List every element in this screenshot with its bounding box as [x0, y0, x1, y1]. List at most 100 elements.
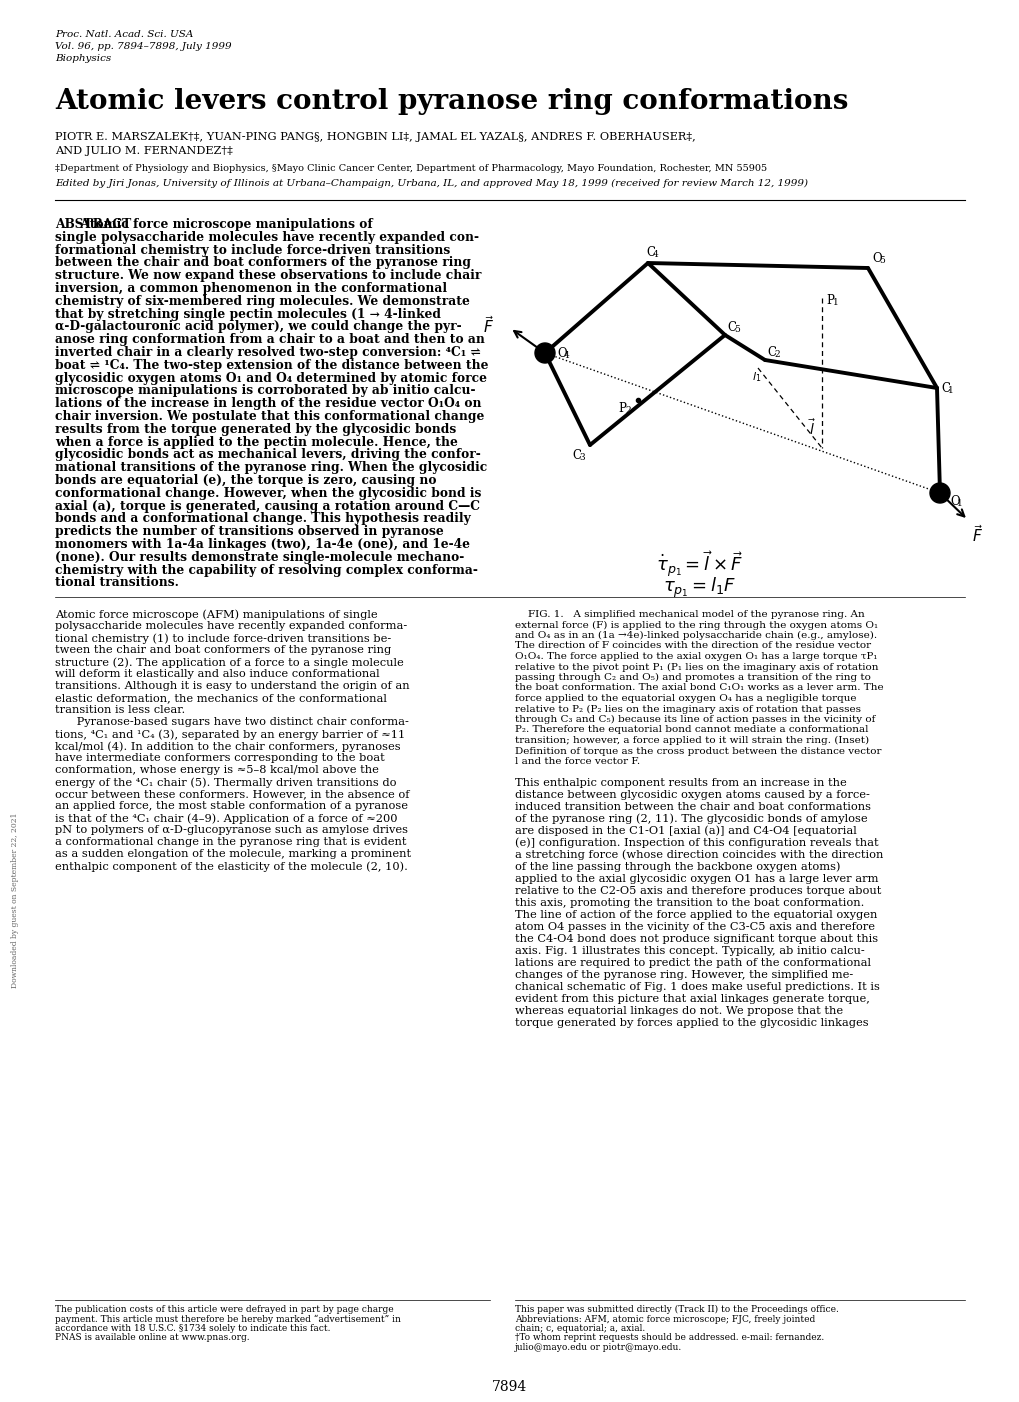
Text: and O₄ as in an (1a →4e)-linked polysaccharide chain (e.g., amylose).: and O₄ as in an (1a →4e)-linked polysacc… [515, 631, 876, 641]
Text: inversion, a common phenomenon in the conformational: inversion, a common phenomenon in the co… [55, 282, 446, 294]
Text: $l_1$: $l_1$ [751, 370, 760, 384]
Text: Atomic force microscope (AFM) manipulations of single: Atomic force microscope (AFM) manipulati… [55, 610, 377, 620]
Text: FIG. 1.   A simplified mechanical model of the pyranose ring. An: FIG. 1. A simplified mechanical model of… [515, 610, 864, 620]
Text: accordance with 18 U.S.C. §1734 solely to indicate this fact.: accordance with 18 U.S.C. §1734 solely t… [55, 1323, 330, 1333]
Text: ABSTRACT: ABSTRACT [55, 217, 131, 231]
Text: Atomic force microscope manipulations of: Atomic force microscope manipulations of [55, 217, 372, 231]
Text: 1: 1 [947, 386, 953, 395]
Text: $\vec{F}$: $\vec{F}$ [483, 315, 493, 336]
Text: the boat conformation. The axial bond C₁O₁ works as a lever arm. The: the boat conformation. The axial bond C₁… [515, 684, 882, 693]
Text: energy of the ⁴C₁ chair (5). Thermally driven transitions do: energy of the ⁴C₁ chair (5). Thermally d… [55, 777, 396, 788]
Text: this axis, promoting the transition to the boat conformation.: this axis, promoting the transition to t… [515, 897, 863, 907]
Text: Proc. Natl. Acad. Sci. USA: Proc. Natl. Acad. Sci. USA [55, 29, 194, 39]
Text: anose ring conformation from a chair to a boat and then to an: anose ring conformation from a chair to … [55, 334, 484, 346]
Text: will deform it elastically and also induce conformational: will deform it elastically and also indu… [55, 669, 379, 679]
Text: O₁O₄. The force applied to the axial oxygen O₁ has a large torque τP₁: O₁O₄. The force applied to the axial oxy… [515, 652, 876, 660]
Text: The direction of F coincides with the direction of the residue vector: The direction of F coincides with the di… [515, 642, 870, 651]
Text: boat ⇌ ¹C₄. The two-step extension of the distance between the: boat ⇌ ¹C₄. The two-step extension of th… [55, 359, 488, 372]
Text: C: C [766, 346, 775, 359]
Text: lations are required to predict the path of the conformational: lations are required to predict the path… [515, 958, 870, 967]
Text: O: O [871, 252, 880, 265]
Text: relative to the C2-O5 axis and therefore produces torque about: relative to the C2-O5 axis and therefore… [515, 886, 880, 896]
Text: the C4-O4 bond does not produce significant torque about this: the C4-O4 bond does not produce signific… [515, 934, 877, 944]
Text: O: O [949, 495, 959, 508]
Text: Definition of torque as the cross product between the distance vector: Definition of torque as the cross produc… [515, 746, 880, 756]
Text: This paper was submitted directly (Track II) to the Proceedings office.: This paper was submitted directly (Track… [515, 1305, 838, 1314]
Text: PNAS is available online at www.pnas.org.: PNAS is available online at www.pnas.org… [55, 1333, 250, 1343]
Text: 1: 1 [833, 299, 838, 307]
Text: ‡Department of Physiology and Biophysics, §Mayo Clinic Cancer Center, Department: ‡Department of Physiology and Biophysics… [55, 164, 766, 172]
Text: (e)] configuration. Inspection of this configuration reveals that: (e)] configuration. Inspection of this c… [515, 837, 877, 848]
Text: lations of the increase in length of the residue vector O₁O₄ on: lations of the increase in length of the… [55, 397, 481, 411]
Text: Atomic levers control pyranose ring conformations: Atomic levers control pyranose ring conf… [55, 88, 848, 115]
Text: have intermediate conformers corresponding to the boat: have intermediate conformers correspondi… [55, 753, 384, 763]
Text: applied to the axial glycosidic oxygen O1 has a large lever arm: applied to the axial glycosidic oxygen O… [515, 873, 877, 883]
Text: bonds are equatorial (e), the torque is zero, causing no: bonds are equatorial (e), the torque is … [55, 474, 436, 486]
Text: structure. We now expand these observations to include chair: structure. We now expand these observati… [55, 269, 481, 282]
Text: external force (F) is applied to the ring through the oxygen atoms O₁: external force (F) is applied to the rin… [515, 621, 877, 629]
Text: 7894: 7894 [492, 1380, 527, 1394]
Text: $\vec{F}$: $\vec{F}$ [971, 524, 982, 545]
Text: occur between these conformers. However, in the absence of: occur between these conformers. However,… [55, 789, 409, 799]
Text: Biophysics: Biophysics [55, 55, 111, 63]
Text: induced transition between the chair and boat conformations: induced transition between the chair and… [515, 802, 870, 812]
Text: distance between glycosidic oxygen atoms caused by a force-: distance between glycosidic oxygen atoms… [515, 789, 869, 799]
Text: chanical schematic of Fig. 1 does make useful predictions. It is: chanical schematic of Fig. 1 does make u… [515, 981, 879, 991]
Text: Pyranose-based sugars have two distinct chair conforma-: Pyranose-based sugars have two distinct … [55, 718, 409, 728]
Text: C: C [727, 321, 736, 334]
Text: This enthalpic component results from an increase in the: This enthalpic component results from an… [515, 778, 846, 788]
Text: payment. This article must therefore be hereby marked “advertisement” in: payment. This article must therefore be … [55, 1315, 400, 1323]
Text: enthalpic component of the elasticity of the molecule (2, 10).: enthalpic component of the elasticity of… [55, 861, 408, 872]
Text: The line of action of the force applied to the equatorial oxygen: The line of action of the force applied … [515, 910, 876, 920]
Text: l and the force vector F.: l and the force vector F. [515, 757, 640, 765]
Text: 2: 2 [625, 407, 630, 415]
Text: PIOTR E. MARSZALEK†‡, YUAN-PING PANG§, HONGBIN LI‡, JAMAL EL YAZAL§, ANDRES F. O: PIOTR E. MARSZALEK†‡, YUAN-PING PANG§, H… [55, 132, 695, 142]
Text: P₂. Therefore the equatorial bond cannot mediate a conformational: P₂. Therefore the equatorial bond cannot… [515, 725, 867, 735]
Text: †To whom reprint requests should be addressed. e-mail: fernandez.: †To whom reprint requests should be addr… [515, 1333, 823, 1343]
Text: monomers with 1a-4a linkages (two), 1a-4e (one), and 1e-4e: monomers with 1a-4a linkages (two), 1a-4… [55, 538, 470, 551]
Text: 2: 2 [773, 350, 779, 359]
Text: pN to polymers of α-D-glucopyranose such as amylose drives: pN to polymers of α-D-glucopyranose such… [55, 826, 408, 836]
Text: α-D-galactouronic acid polymer), we could change the pyr-: α-D-galactouronic acid polymer), we coul… [55, 321, 462, 334]
Text: changes of the pyranose ring. However, the simplified me-: changes of the pyranose ring. However, t… [515, 970, 853, 980]
Circle shape [929, 484, 949, 503]
Text: chemistry with the capability of resolving complex conforma-: chemistry with the capability of resolvi… [55, 564, 478, 576]
Text: P: P [825, 294, 834, 307]
Text: P: P [618, 402, 626, 415]
Text: bonds and a conformational change. This hypothesis readily: bonds and a conformational change. This … [55, 512, 471, 526]
Text: 4: 4 [564, 350, 570, 360]
Text: 5: 5 [878, 257, 884, 265]
Text: kcal/mol (4). In addition to the chair conformers, pyranoses: kcal/mol (4). In addition to the chair c… [55, 742, 400, 751]
Text: passing through C₂ and O₅) and promotes a transition of the ring to: passing through C₂ and O₅) and promotes … [515, 673, 870, 683]
Text: AND JULIO M. FERNANDEZ†‡: AND JULIO M. FERNANDEZ†‡ [55, 146, 232, 156]
Text: tions, ⁴C₁ and ¹C₄ (3), separated by an energy barrier of ≈11: tions, ⁴C₁ and ¹C₄ (3), separated by an … [55, 729, 405, 740]
Text: of the pyranose ring (2, 11). The glycosidic bonds of amylose: of the pyranose ring (2, 11). The glycos… [515, 813, 867, 824]
Text: whereas equatorial linkages do not. We propose that the: whereas equatorial linkages do not. We p… [515, 1005, 843, 1015]
Text: transition is less clear.: transition is less clear. [55, 705, 185, 715]
Text: elastic deformation, the mechanics of the conformational: elastic deformation, the mechanics of th… [55, 693, 386, 704]
Text: $\tau_{p_1} = l_1 F$: $\tau_{p_1} = l_1 F$ [662, 576, 736, 600]
Text: transitions. Although it is easy to understand the origin of an: transitions. Although it is easy to unde… [55, 681, 410, 691]
Text: a conformational change in the pyranose ring that is evident: a conformational change in the pyranose … [55, 837, 407, 847]
Text: that by stretching single pectin molecules (1 → 4-linked: that by stretching single pectin molecul… [55, 307, 440, 321]
Text: chair inversion. We postulate that this conformational change: chair inversion. We postulate that this … [55, 409, 484, 423]
Text: Edited by Jiri Jonas, University of Illinois at Urbana–Champaign, Urbana, IL, an: Edited by Jiri Jonas, University of Illi… [55, 179, 807, 188]
Text: Vol. 96, pp. 7894–7898, July 1999: Vol. 96, pp. 7894–7898, July 1999 [55, 42, 231, 50]
Text: formational chemistry to include force-driven transitions: formational chemistry to include force-d… [55, 244, 449, 257]
Text: structure (2). The application of a force to a single molecule: structure (2). The application of a forc… [55, 658, 404, 667]
Text: $\dot{\tau}_{p_1} = \vec{l} \times \vec{F}$: $\dot{\tau}_{p_1} = \vec{l} \times \vec{… [656, 550, 743, 580]
Text: when a force is applied to the pectin molecule. Hence, the: when a force is applied to the pectin mo… [55, 436, 458, 449]
Text: relative to the pivot point P₁ (P₁ lies on the imaginary axis of rotation: relative to the pivot point P₁ (P₁ lies … [515, 663, 877, 672]
Text: $\vec{l}$: $\vec{l}$ [807, 418, 815, 437]
Text: axial (a), torque is generated, causing a rotation around C—C: axial (a), torque is generated, causing … [55, 499, 480, 513]
Text: single polysaccharide molecules have recently expanded con-: single polysaccharide molecules have rec… [55, 231, 479, 244]
Text: of the line passing through the backbone oxygen atoms): of the line passing through the backbone… [515, 861, 840, 872]
Text: predicts the number of transitions observed in pyranose: predicts the number of transitions obser… [55, 526, 443, 538]
Text: conformational change. However, when the glycosidic bond is: conformational change. However, when the… [55, 486, 481, 499]
Text: evident from this picture that axial linkages generate torque,: evident from this picture that axial lin… [515, 994, 869, 1004]
Text: Downloaded by guest on September 22, 2021: Downloaded by guest on September 22, 202… [11, 812, 19, 988]
Text: chain; c, equatorial; a, axial.: chain; c, equatorial; a, axial. [515, 1323, 645, 1333]
Text: as a sudden elongation of the molecule, marking a prominent: as a sudden elongation of the molecule, … [55, 850, 411, 859]
Text: julio@mayo.edu or piotr@mayo.edu.: julio@mayo.edu or piotr@mayo.edu. [515, 1343, 682, 1352]
Text: conformation, whose energy is ≈5–8 kcal/mol above the: conformation, whose energy is ≈5–8 kcal/… [55, 765, 378, 775]
